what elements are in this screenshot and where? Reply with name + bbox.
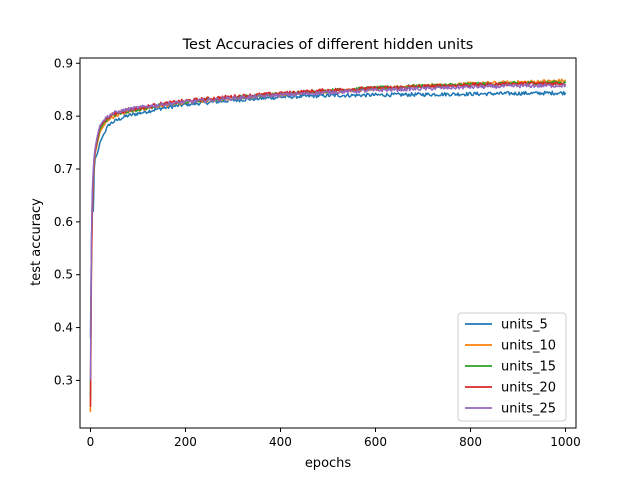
- y-tick-label: 0.4: [54, 321, 73, 335]
- legend-label: units_25: [501, 402, 556, 417]
- y-tick-label: 0.5: [54, 268, 73, 282]
- legend-label: units_10: [501, 339, 556, 354]
- chart-title: Test Accuracies of different hidden unit…: [182, 37, 474, 53]
- x-axis-title: epochs: [305, 456, 352, 471]
- legend-label: units_20: [501, 381, 556, 396]
- x-tick-label: 1000: [550, 435, 581, 449]
- x-tick-label: 600: [364, 435, 387, 449]
- legend-box: [457, 312, 567, 422]
- plot-area: [89, 78, 567, 413]
- x-tick-label: 800: [459, 435, 482, 449]
- legend-label: units_5: [501, 318, 548, 333]
- y-axis: 0.3 0.4 0.5 0.6 0.7 0.8 0.9: [54, 56, 80, 387]
- legend-label: units_15: [501, 360, 556, 375]
- series-line-units_5: [89, 90, 567, 339]
- x-tick-label: 0: [87, 435, 95, 449]
- y-tick-label: 0.3: [54, 373, 73, 387]
- x-tick-label: 200: [174, 435, 197, 449]
- y-tick-label: 0.8: [54, 109, 73, 123]
- y-tick-label: 0.6: [54, 215, 73, 229]
- plot-frame: [79, 57, 577, 429]
- x-tick-label: 400: [269, 435, 292, 449]
- y-tick-label: 0.7: [54, 162, 73, 176]
- y-tick-label: 0.9: [54, 56, 73, 70]
- y-axis-title: test accuracy: [29, 198, 44, 286]
- x-axis: 0 200 400 600 800 1000: [87, 428, 581, 449]
- legend: units_5 units_10 units_15 units_20 units_25: [457, 312, 567, 422]
- series-line-units_25: [89, 83, 567, 381]
